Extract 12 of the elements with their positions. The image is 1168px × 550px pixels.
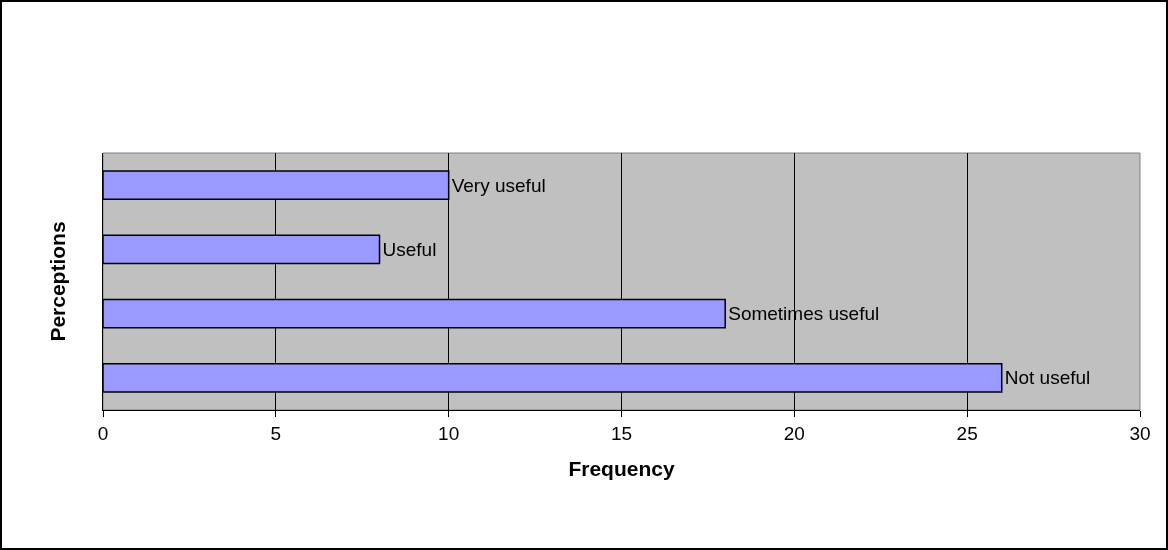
- x-tick-label: 20: [783, 422, 805, 444]
- x-axis-title: Frequency: [568, 457, 675, 480]
- y-axis-title: Perceptions: [46, 221, 70, 342]
- y-tick-label: Useful: [382, 238, 437, 260]
- y-tick-label: Not useful: [1004, 367, 1091, 389]
- x-tick-label: 0: [97, 422, 109, 444]
- y-tick-label: Very useful: [451, 174, 546, 196]
- x-tick-label: 15: [610, 422, 633, 444]
- x-tick-label: 10: [438, 422, 460, 444]
- x-tick-label: 30: [1129, 422, 1151, 444]
- x-tick-label: 5: [270, 422, 282, 444]
- x-tick-label: 25: [956, 422, 978, 444]
